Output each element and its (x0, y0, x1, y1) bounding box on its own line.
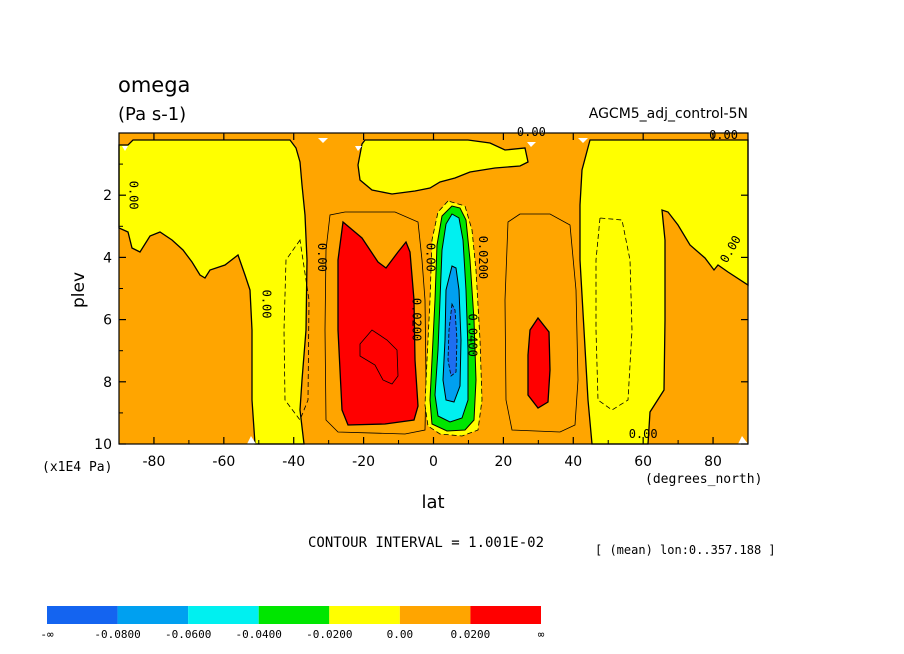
x-tick-label: 60 (634, 454, 652, 470)
colorbar-swatch (258, 606, 330, 624)
colorbar-label: 0.00 (387, 628, 414, 641)
contour-label: 0.0200 (410, 298, 424, 341)
colorbar-swatch (47, 606, 118, 624)
dashed-contour-east (595, 217, 633, 411)
x-tick-label: 40 (564, 454, 582, 470)
y-tick-label: 8 (103, 375, 112, 391)
chart-units: (Pa s-1) (118, 104, 186, 125)
missing-notch (578, 138, 588, 143)
colorbar-swatch (117, 606, 189, 624)
contour-label: 0.00 (424, 243, 438, 272)
contour-red-inner (359, 329, 399, 385)
x-axis-units: (degrees_north) (645, 472, 762, 487)
x-axis: -80 -60 -40 -20 0 20 40 60 80 (118, 133, 749, 470)
colorbar-swatch (188, 606, 259, 624)
colorbar-label: -0.0800 (94, 628, 140, 641)
contour-label: 0.00 (315, 243, 329, 272)
dashed-contour-west (283, 238, 310, 421)
region-yellow-west (118, 139, 308, 445)
colorbar-label: -0.0400 (236, 628, 282, 641)
mean-note: [ (mean) lon:0..357.188 ] (595, 543, 776, 557)
contour-label: 0.0200 (476, 236, 490, 279)
colorbar-label: ∞ (538, 628, 545, 641)
colorbar: -∞ -0.0800 -0.0600 -0.0400 -0.0200 0.00 0.0200… (40, 606, 545, 641)
contour-label: 0.0400 (465, 313, 479, 356)
contour-label: 0.00 (126, 181, 140, 210)
x-tick-label: -40 (282, 454, 305, 470)
x-tick-label: 0 (429, 454, 438, 470)
y-axis-units: (x1E4 Pa) (42, 460, 112, 475)
y-axis-label: plev (69, 272, 89, 308)
contour-label: 0.00 (709, 128, 738, 142)
colorbar-swatch (470, 606, 541, 624)
y-axis: 2 4 6 8 10 (94, 163, 748, 453)
y-tick-label: 2 (103, 188, 112, 204)
colorbar-label: -0.0200 (306, 628, 352, 641)
contour-label: 0.00 (629, 427, 658, 441)
missing-notch (738, 436, 748, 444)
contour-label: 0.00 (517, 125, 546, 139)
colorbar-swatch (399, 606, 471, 624)
colorbar-swatch (329, 606, 400, 624)
region-yellow-east (579, 139, 749, 445)
y-tick-label: 10 (94, 437, 112, 453)
x-tick-label: 80 (704, 454, 722, 470)
region-yellow-north (357, 139, 529, 195)
missing-notch (122, 146, 128, 151)
x-tick-label: -20 (352, 454, 375, 470)
colorbar-label: 0.0200 (451, 628, 491, 641)
contour-interval-note: CONTOUR INTERVAL = 1.001E-02 (308, 535, 544, 551)
x-tick-label: -60 (212, 454, 235, 470)
dataset-name: AGCM5_adj_control-5N (589, 106, 748, 122)
y-tick-label: 4 (103, 250, 112, 266)
missing-notch (355, 146, 362, 151)
chart-title: omega (118, 73, 190, 97)
plot-area (118, 132, 749, 445)
colorbar-label: -∞ (40, 628, 54, 641)
contour-label: 0.00 (259, 290, 273, 319)
x-tick-label: 20 (494, 454, 512, 470)
contour-outline-north (504, 213, 579, 433)
x-tick-label: -80 (143, 454, 166, 470)
missing-notch (318, 138, 328, 143)
missing-notch (527, 142, 536, 147)
region-deep-blue-core (447, 302, 458, 377)
colorbar-label: -0.0600 (165, 628, 211, 641)
region-red-north (527, 316, 551, 409)
missing-notch (247, 436, 256, 444)
y-tick-label: 6 (103, 313, 112, 329)
x-axis-label: lat (421, 492, 444, 513)
